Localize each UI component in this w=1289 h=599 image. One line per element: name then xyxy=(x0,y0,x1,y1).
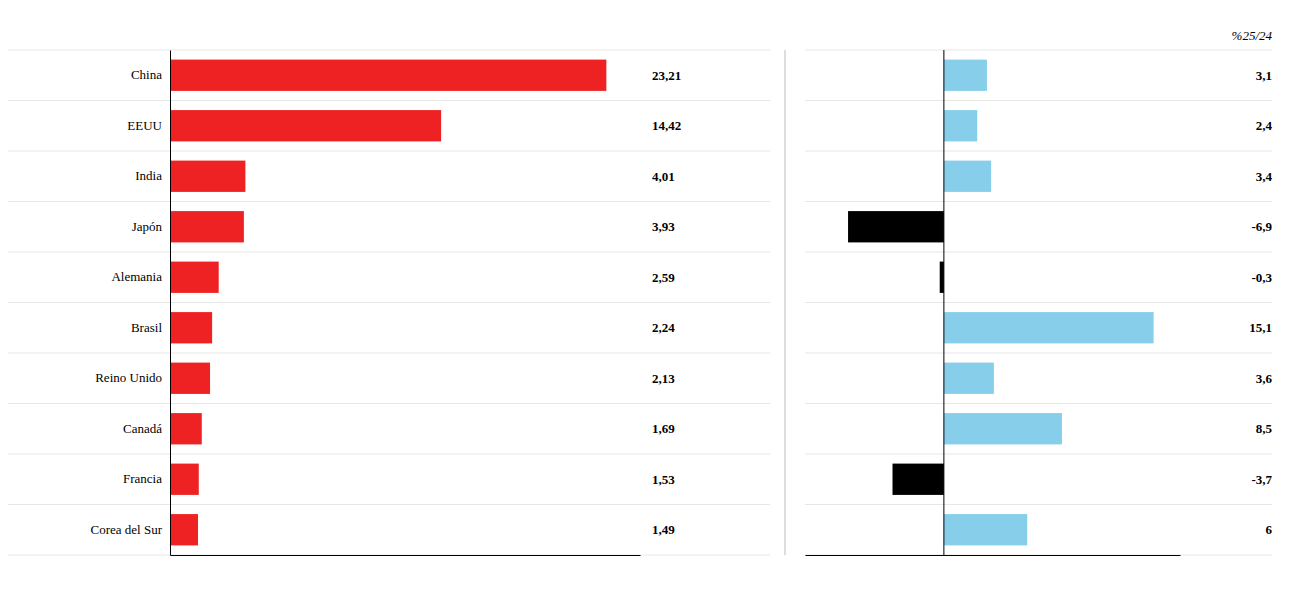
tick-label: Japón xyxy=(132,219,163,234)
row-separator xyxy=(805,454,1272,455)
row-separator xyxy=(8,302,770,303)
bar xyxy=(170,312,212,343)
row-separator xyxy=(805,50,1272,51)
tick: Alemania xyxy=(111,269,162,284)
panel: China EEUU India Japón Alemania Brasil Reino U… xyxy=(8,50,770,556)
data-label: -6,9 xyxy=(1251,219,1272,234)
data-label: 2,13 xyxy=(652,371,675,386)
tick-label: EEUU xyxy=(127,118,162,133)
bar xyxy=(170,110,441,141)
tick: Francia xyxy=(123,471,162,486)
zero-line xyxy=(943,50,944,555)
row-separator xyxy=(8,403,770,404)
data-label: -0,3 xyxy=(1251,270,1272,285)
data-label: 3,4 xyxy=(1256,169,1273,184)
tick: Reino Unido xyxy=(95,370,162,385)
data-label: 2,59 xyxy=(652,270,675,285)
bar xyxy=(944,413,1062,444)
bar xyxy=(944,161,991,192)
data-label: 3,1 xyxy=(1256,68,1272,83)
axis-line xyxy=(170,51,171,556)
data-label: 1,53 xyxy=(652,472,675,487)
bar xyxy=(944,110,977,141)
row-separator xyxy=(8,252,770,253)
bars xyxy=(170,60,606,546)
data-label: 2,24 xyxy=(652,320,675,335)
bar xyxy=(940,262,944,293)
row-separator xyxy=(8,151,770,152)
data-label: 3,93 xyxy=(652,219,675,234)
tick: China xyxy=(131,67,162,82)
row-separator xyxy=(805,151,1272,152)
axis-line xyxy=(806,555,1181,556)
header: %25/24 xyxy=(1232,28,1273,43)
tick-label: Corea del Sur xyxy=(91,522,163,537)
y-axis: China EEUU India Japón Alemania Brasil Reino U… xyxy=(91,51,171,556)
row-separator xyxy=(8,555,770,556)
tick-label: Brasil xyxy=(131,320,162,335)
bar xyxy=(170,262,219,293)
panel: 3,1 2,4 3,4 -6,9 -0,3 15,1 3,6 8,5 -3,7 6 %25/24 xyxy=(805,28,1273,556)
bar xyxy=(170,514,198,545)
tick: Japón xyxy=(132,219,163,234)
bar xyxy=(944,60,987,91)
row-separator xyxy=(8,201,770,202)
row-separator xyxy=(8,100,770,101)
x-axis xyxy=(806,555,1181,556)
tick-label: Francia xyxy=(123,471,162,486)
data-label: 4,01 xyxy=(652,169,675,184)
tick-label: Alemania xyxy=(111,269,162,284)
tick: Corea del Sur xyxy=(91,522,163,537)
bars xyxy=(848,60,1154,546)
data-label: 15,1 xyxy=(1249,320,1272,335)
tick: India xyxy=(135,168,162,183)
row-separator xyxy=(805,201,1272,202)
divider xyxy=(785,50,786,555)
row-separator xyxy=(805,100,1272,101)
data-labels: 23,21 14,42 4,01 3,93 2,59 2,24 2,13 1,69 1,53 1,… xyxy=(652,68,681,538)
data-label: 3,6 xyxy=(1256,371,1273,386)
bar xyxy=(944,514,1027,545)
bar xyxy=(170,161,245,192)
tick: Canadá xyxy=(123,421,162,436)
bar xyxy=(170,60,606,91)
bar xyxy=(893,464,944,495)
row-separator xyxy=(805,353,1272,354)
data-label: 1,69 xyxy=(652,421,675,436)
bar xyxy=(944,363,994,394)
chart: China EEUU India Japón Alemania Brasil Reino U… xyxy=(0,0,1289,599)
data-label: -3,7 xyxy=(1251,472,1272,487)
row-separator xyxy=(8,504,770,505)
tick: Brasil xyxy=(131,320,162,335)
tick-label: China xyxy=(131,67,162,82)
row-separator xyxy=(805,302,1272,303)
axis-line xyxy=(171,555,641,556)
data-label: 23,21 xyxy=(652,68,681,83)
data-labels: 3,1 2,4 3,4 -6,9 -0,3 15,1 3,6 8,5 -3,7 6 xyxy=(1249,68,1272,538)
bar xyxy=(170,211,244,242)
row-separator xyxy=(8,353,770,354)
data-label: 6 xyxy=(1266,522,1273,537)
data-label: 1,49 xyxy=(652,522,675,537)
row-separator xyxy=(8,454,770,455)
bar xyxy=(170,363,210,394)
tick: EEUU xyxy=(127,118,162,133)
data-label: 2,4 xyxy=(1256,118,1273,133)
x-axis xyxy=(171,555,641,556)
row-separator xyxy=(805,504,1272,505)
bar xyxy=(170,413,202,444)
row-separator xyxy=(805,403,1272,404)
tick-label: Reino Unido xyxy=(95,370,162,385)
row-separator xyxy=(805,252,1272,253)
bar xyxy=(848,211,944,242)
tick-label: Canadá xyxy=(123,421,162,436)
bar xyxy=(944,312,1154,343)
tick-label: India xyxy=(135,168,162,183)
data-label: 14,42 xyxy=(652,118,681,133)
bar xyxy=(170,464,199,495)
data-label: 8,5 xyxy=(1256,421,1273,436)
row-separator xyxy=(805,555,1272,556)
row-separator xyxy=(8,50,770,51)
